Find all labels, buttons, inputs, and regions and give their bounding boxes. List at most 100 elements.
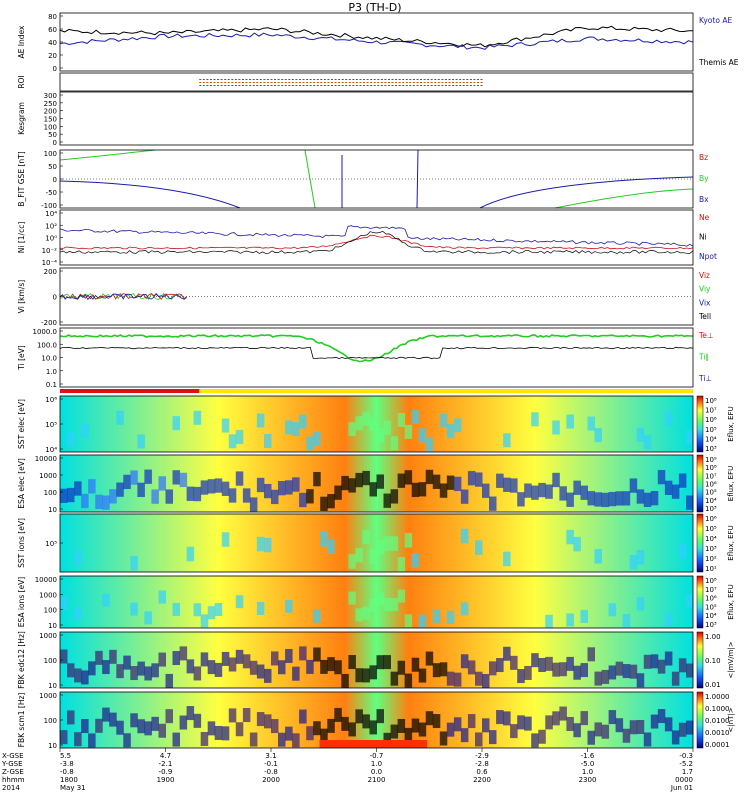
colorbar-title: <|mV/m|> bbox=[727, 641, 735, 678]
legend-entry: Ni bbox=[699, 233, 707, 242]
colorbar-fbk_e: 1.00 0.10 0.01 <|mV/m|> bbox=[696, 631, 735, 689]
ytick-label: 10000 bbox=[35, 455, 57, 463]
colorbar-tick-label: 10⁵ bbox=[705, 603, 717, 611]
axis-tick-label: 2100 bbox=[368, 776, 386, 784]
colorbar-tick-label: 0.10 bbox=[705, 657, 721, 665]
legend-entry: Ne bbox=[699, 213, 710, 222]
colorbar-title: <|nT|> bbox=[727, 707, 735, 732]
ytick-label: 0 bbox=[53, 294, 57, 302]
ylabel-fbk_s: FBK scm1 [Hz] bbox=[17, 693, 26, 748]
colorbar-tick-label: 10⁷ bbox=[705, 472, 717, 480]
colorbar-tick-label: 0.1000 bbox=[705, 705, 730, 713]
colorbar-tick-label: 0.01 bbox=[705, 681, 721, 689]
colorbar-tick-label: 1.00 bbox=[705, 633, 721, 641]
mode-bar-fast bbox=[60, 389, 200, 393]
ytick-label: 10⁵ bbox=[45, 421, 57, 429]
colorbar-tick-label: 10⁷ bbox=[705, 407, 717, 415]
panel-roi: ROI bbox=[17, 72, 694, 92]
axis-row-label: hhmm bbox=[2, 776, 25, 784]
axis-tick-label: 4.7 bbox=[160, 752, 171, 760]
axis-tick-label: -5.0 bbox=[581, 760, 595, 768]
axis-tick-label: -3.8 bbox=[60, 760, 74, 768]
ytick-label: -100 bbox=[41, 202, 57, 210]
axis-tick-label: 5.5 bbox=[60, 752, 71, 760]
colorbar-tick-label: 10³ bbox=[705, 621, 717, 629]
axis-tick-label: 0.0 bbox=[371, 768, 382, 776]
axis-tick-label: 3.1 bbox=[265, 752, 276, 760]
ylabel-vi: Vi [km/s] bbox=[17, 280, 26, 313]
ytick-label: 10⁰ bbox=[45, 235, 57, 243]
panel-ti: Ti [eV] 1000.0 100.0 10.0 1.0 0.1 Te⊥ Ti∥ Ti⊥ bbox=[17, 327, 713, 389]
colorbar-tick-label: 10⁵ bbox=[705, 525, 717, 533]
ylabel-kesgram: Kesgram bbox=[17, 102, 26, 135]
axis-tick-label: -0.3 bbox=[679, 752, 693, 760]
ytick-label: 100 bbox=[44, 489, 57, 497]
ytick-label: 10² bbox=[45, 222, 57, 230]
axis-tick-label: 2200 bbox=[473, 776, 491, 784]
spectrogram-sst_e bbox=[60, 396, 694, 452]
ytick-label: 100 bbox=[44, 607, 57, 615]
panel-bfit: B_FIT GSE [nT] 100 50 0 -50 -100 Bz By Bx bbox=[17, 149, 709, 210]
axis-tick-label: 1900 bbox=[157, 776, 175, 784]
legend-entry: Tell bbox=[698, 312, 711, 321]
legend-entry: Ti∥ bbox=[698, 353, 709, 362]
panel-fbk_e: 1.00 0.10 0.01 <|mV/m|> FBK edc12 [Hz] 1000 10… bbox=[17, 631, 735, 690]
ylabel-roi: ROI bbox=[17, 75, 26, 88]
colorbar-tick-label: 10⁸ bbox=[705, 397, 717, 405]
ytick-label: 100 bbox=[44, 150, 57, 158]
axis-row-label: 2014 bbox=[2, 784, 20, 792]
ytick-label: 100 bbox=[44, 123, 57, 131]
colorbar-title: Eflux, EFU bbox=[727, 584, 735, 619]
axis-tick-label: Jun 01 bbox=[670, 784, 693, 792]
ytick-label: 80 bbox=[48, 13, 57, 21]
legend-entry: Npot bbox=[699, 252, 717, 261]
ytick-label: 200 bbox=[44, 268, 57, 276]
axis-tick-label: 1.0 bbox=[371, 760, 382, 768]
ytick-label: 1000.0 bbox=[33, 328, 58, 336]
colorbar-title: Eflux, EFU bbox=[727, 525, 735, 560]
axis-row-label: Y-GSE bbox=[1, 760, 23, 768]
ylabel-bfit: B_FIT GSE [nT] bbox=[17, 151, 26, 206]
colorbar-tick-label: 10⁵ bbox=[705, 489, 717, 497]
legend-entry: Bx bbox=[699, 195, 709, 204]
series-line-kyoto-ae bbox=[59, 32, 694, 50]
axis-tick-label: 1800 bbox=[60, 776, 78, 784]
colorbar-tick-label: 10⁴ bbox=[705, 612, 717, 620]
colorbar-tick-label: 10⁶ bbox=[705, 515, 717, 523]
ytick-label: 20 bbox=[48, 52, 57, 60]
series-line-themis-ae bbox=[59, 25, 694, 48]
axis-row-label: Z-GSE bbox=[2, 768, 24, 776]
ytick-label: 1.0 bbox=[46, 368, 57, 376]
legend-entry: By bbox=[699, 174, 709, 183]
ytick-label: 10⁵ bbox=[45, 540, 57, 548]
axis-tick-label: 0.6 bbox=[476, 768, 488, 776]
axis-tick-label: -0.8 bbox=[264, 768, 278, 776]
ytick-label: 10.0 bbox=[41, 355, 57, 363]
axis-tick-label: -0.9 bbox=[159, 768, 173, 776]
axis-tick-label: -2.9 bbox=[475, 752, 489, 760]
colorbar-tick-label: 10⁶ bbox=[705, 481, 717, 489]
panel-sst_i: 10⁶ 10⁵ 10⁴ 10³ 10² 10¹ Eflux, EFU SST ions [eV… bbox=[17, 513, 735, 573]
ytick-label: 10 bbox=[48, 506, 57, 514]
time-axis: X-GSEY-GSEZ-GSEhhmm20145.5-3.8-0.81800Ma… bbox=[1, 748, 694, 792]
colorbar-tick-label: 10⁴ bbox=[705, 435, 717, 443]
ytick-label: 10⁴ bbox=[45, 446, 57, 454]
ytick-label: 10⁶ bbox=[45, 396, 57, 404]
ytick-label: 100 bbox=[44, 717, 57, 725]
axis-tick-label: 1.7 bbox=[682, 768, 693, 776]
spectrogram-sst_i bbox=[60, 514, 693, 572]
colorbar-tick-label: 10⁵ bbox=[705, 426, 717, 434]
colorbar-tick-label: 10³ bbox=[705, 505, 717, 513]
ytick-label: 10 bbox=[48, 742, 57, 750]
legend-entry: Ti⊥ bbox=[698, 374, 712, 383]
panel-ae: AE Index 80 60 40 20 0 Kyoto AE Themis AE bbox=[17, 12, 739, 73]
colorbar-tick-label: 10⁷ bbox=[705, 586, 717, 594]
ytick-label: 1000 bbox=[39, 632, 57, 640]
colorbar-fbk_s: 1.0000 0.1000 0.0100 0.0010 0.0001 <|nT|> bbox=[696, 691, 735, 749]
ylabel-ae: AE Index bbox=[17, 25, 26, 58]
